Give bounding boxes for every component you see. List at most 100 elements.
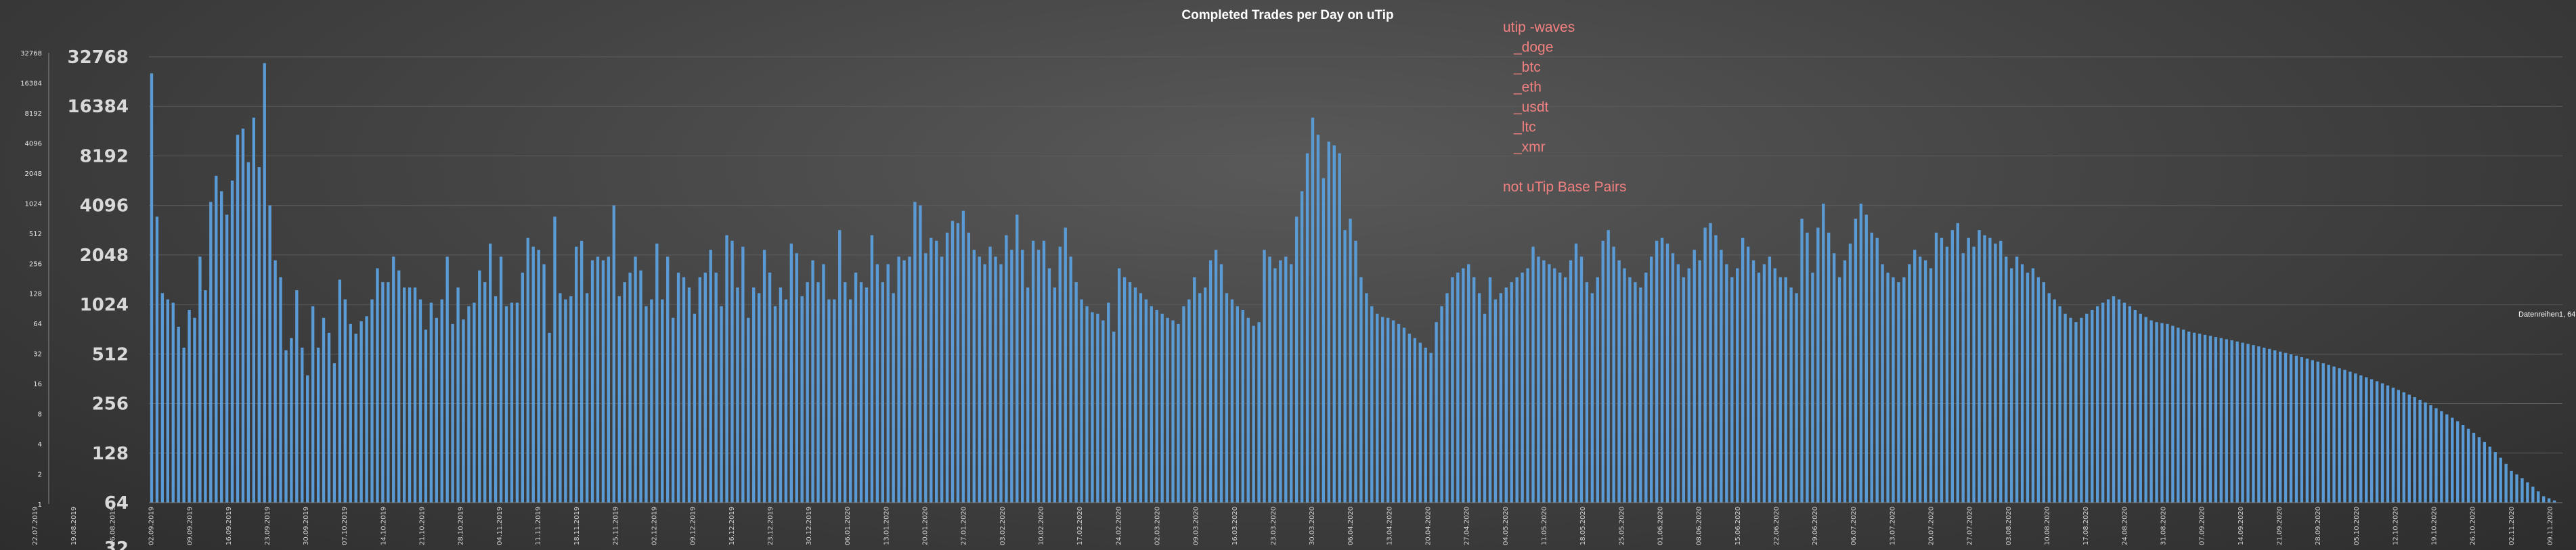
bar [1069, 256, 1072, 503]
bar [687, 287, 691, 503]
bar [1601, 240, 1604, 503]
x-tick-label: 28.09.2020 [2315, 507, 2322, 545]
bar [924, 253, 927, 503]
bar [2042, 282, 2045, 503]
bar [1623, 268, 1626, 503]
x-tick-label: 09.03.2020 [1193, 507, 1200, 545]
bar [634, 256, 637, 503]
bar [2294, 355, 2298, 503]
bar [2091, 310, 2094, 503]
bar [2499, 457, 2502, 503]
bar [2058, 306, 2061, 503]
bar [1746, 246, 1750, 503]
x-tick-label: 06.04.2020 [1347, 507, 1355, 545]
bar [1510, 282, 1513, 503]
bar [945, 232, 949, 503]
x-tick-label: 13.07.2020 [1889, 507, 1896, 545]
x-tick-label: 11.05.2020 [1541, 507, 1548, 545]
bar [703, 272, 707, 503]
x-tick-label: 16.03.2020 [1231, 507, 1239, 545]
bar [1273, 268, 1277, 503]
bar [1435, 322, 1438, 503]
y-tick-label: 512 [92, 344, 129, 365]
bar [1182, 306, 1185, 503]
x-tick-label: 22.07.2019 [32, 507, 39, 545]
left-y-tick-label: 2048 [25, 170, 42, 178]
bar [1913, 250, 1917, 503]
bar [795, 253, 798, 503]
bar [897, 256, 900, 503]
x-tick-label: 20.01.2020 [922, 507, 930, 545]
bar [1875, 237, 1879, 503]
bar [2219, 338, 2223, 503]
x-tick-label: 23.09.2019 [264, 507, 271, 545]
bar [418, 299, 422, 503]
bar [1376, 313, 1379, 503]
bar [473, 302, 476, 503]
bar [387, 282, 390, 503]
bar [2252, 345, 2255, 503]
bar [306, 375, 309, 503]
x-tick-label: 31.08.2020 [2160, 507, 2167, 545]
x-tick-label: 18.11.2019 [573, 507, 581, 545]
bar [1488, 277, 1492, 503]
bar [1709, 223, 1712, 503]
bar [402, 287, 406, 503]
bar [2192, 332, 2196, 503]
bar [236, 135, 240, 503]
bar [1252, 325, 1255, 503]
bar [854, 272, 858, 503]
bar [220, 191, 223, 503]
bar [1042, 240, 1046, 503]
x-tick-label: 21.10.2019 [419, 507, 427, 545]
bar [930, 237, 933, 503]
bar [1569, 260, 1573, 503]
bar [2117, 299, 2121, 503]
bar [1778, 277, 1782, 503]
x-tick-label: 11.11.2019 [535, 507, 542, 545]
bar [2144, 317, 2147, 503]
bar [531, 246, 535, 503]
bar [2493, 452, 2497, 503]
bar [311, 306, 315, 503]
bar [848, 299, 852, 503]
x-tick-label: 24.08.2020 [2121, 507, 2129, 545]
bar [1563, 277, 1567, 503]
bar [1644, 272, 1648, 503]
bar [1736, 268, 1739, 503]
x-tick-label: 09.12.2019 [690, 507, 697, 545]
bar [1327, 141, 1330, 503]
x-tick-label: 21.09.2020 [2276, 507, 2284, 545]
bar [1967, 237, 1970, 503]
bar [1386, 317, 1390, 503]
bar [935, 240, 938, 503]
bar [2263, 347, 2266, 503]
bar [811, 260, 814, 503]
y-tick-label: 256 [92, 394, 129, 415]
bar [838, 230, 842, 503]
bar [1773, 268, 1776, 503]
bar [215, 175, 218, 503]
bar [2300, 357, 2304, 503]
bar [1349, 219, 1352, 503]
bar [661, 299, 664, 503]
bar [1526, 268, 1529, 503]
bar [1714, 235, 1718, 503]
bar [1983, 235, 1986, 503]
bar [2080, 317, 2083, 503]
bar [1961, 253, 1965, 503]
y-tick-label: 8192 [80, 146, 129, 166]
bar [155, 216, 159, 503]
bar [1477, 293, 1481, 503]
bar [1424, 347, 1427, 503]
x-tick-label: 02.12.2019 [651, 507, 658, 545]
x-tick-label: 14.09.2020 [2237, 507, 2245, 545]
x-tick-label: 26.10.2020 [2470, 507, 2477, 545]
bar [1451, 277, 1454, 503]
bar [1864, 214, 1868, 503]
bar [1365, 293, 1368, 503]
bar [2031, 268, 2035, 503]
bar [2327, 365, 2330, 503]
bar [279, 277, 282, 503]
bar [1639, 287, 1642, 503]
